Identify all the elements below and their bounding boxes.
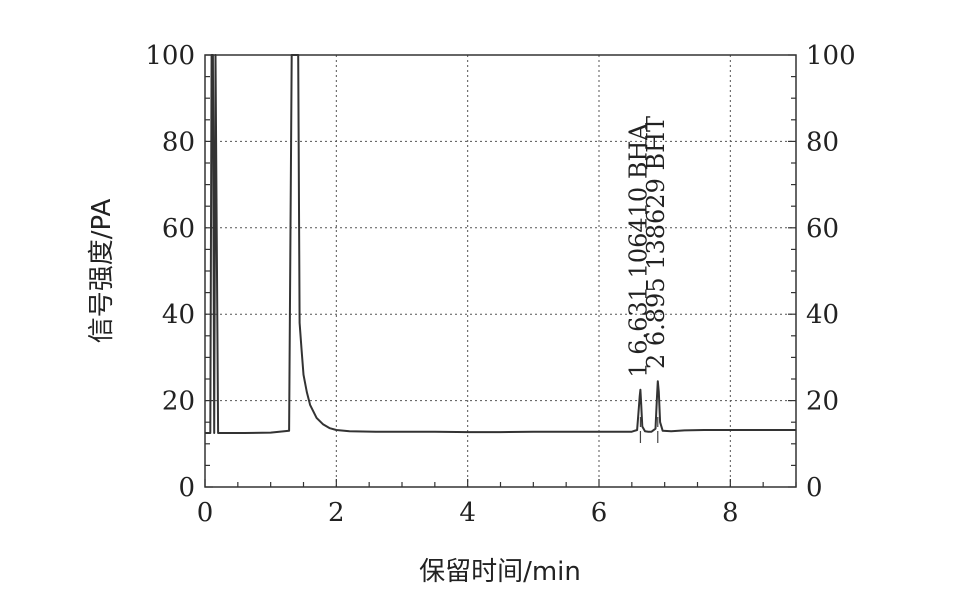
- peak-label: 1 6.631 106410 BHA: [624, 123, 652, 378]
- peak-label: 2 6.895 138629 BHT: [642, 116, 670, 369]
- y-right-tick-label: 100: [806, 41, 856, 71]
- y-right-tick-label: 40: [806, 300, 839, 330]
- y-right-tick-label: 20: [806, 387, 839, 417]
- y-left-tick-label: 60: [162, 214, 195, 244]
- y-left-tick-label: 20: [162, 387, 195, 417]
- x-tick-label: 6: [591, 498, 608, 528]
- y-right-tick-label: 60: [806, 214, 839, 244]
- y-left-tick-label: 40: [162, 300, 195, 330]
- y-left-tick-label: 80: [162, 127, 195, 157]
- chromatogram-trace: [205, 54, 796, 434]
- x-tick-label: 8: [722, 498, 739, 528]
- x-tick-label: 2: [328, 498, 345, 528]
- y-left-tick-label: 0: [178, 473, 195, 503]
- y-left-tick-label: 100: [145, 41, 195, 71]
- plot-frame: [204, 54, 797, 488]
- y-axis-title: 信号强度/PA: [87, 199, 117, 344]
- y-right-tick-label: 80: [806, 127, 839, 157]
- x-tick-label: 4: [459, 498, 476, 528]
- y-right-tick-label: 0: [806, 473, 823, 503]
- x-tick-label: 0: [197, 498, 214, 528]
- grid-layer: [205, 55, 796, 487]
- series-layer: [205, 54, 796, 434]
- x-axis-title: 保留时间/min: [419, 557, 581, 587]
